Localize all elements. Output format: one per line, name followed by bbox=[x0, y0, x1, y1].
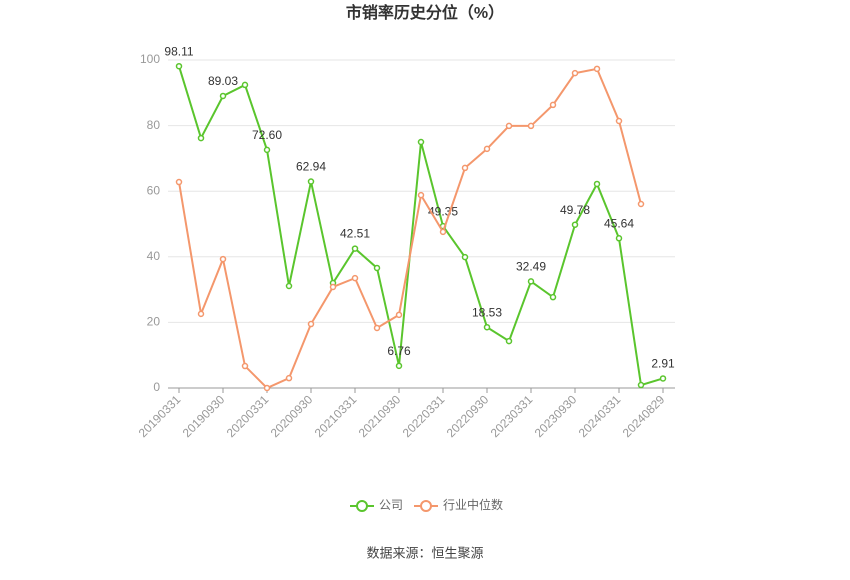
data-point bbox=[219, 92, 227, 100]
x-tick-label: 20190930 bbox=[180, 392, 228, 440]
x-tick-label: 20230331 bbox=[488, 392, 536, 440]
data-point bbox=[571, 69, 579, 77]
x-tick-label: 20240331 bbox=[576, 392, 624, 440]
y-tick-label: 20 bbox=[147, 315, 161, 329]
data-point bbox=[197, 134, 205, 142]
data-point bbox=[593, 180, 601, 188]
data-point bbox=[329, 283, 337, 291]
source: 数据来源：恒生聚源 bbox=[366, 545, 483, 560]
data-point bbox=[351, 245, 359, 252]
data-point bbox=[461, 164, 469, 172]
x-tick-label: 20240829 bbox=[620, 392, 668, 440]
series-line bbox=[178, 65, 664, 387]
data-point bbox=[197, 310, 205, 318]
legend-marker bbox=[420, 500, 432, 512]
x-tick-label: 20220930 bbox=[444, 392, 492, 440]
data-label: 6.76 bbox=[387, 344, 411, 358]
data-point bbox=[593, 65, 601, 73]
data-point bbox=[373, 324, 381, 332]
data-point bbox=[637, 200, 645, 208]
data-point bbox=[263, 146, 271, 154]
data-point bbox=[461, 253, 469, 261]
data-point bbox=[219, 255, 227, 263]
x-tick-label: 20210331 bbox=[312, 392, 360, 440]
data-point bbox=[351, 274, 359, 282]
data-point bbox=[175, 178, 183, 186]
data-point bbox=[505, 337, 513, 345]
data-point bbox=[285, 374, 293, 382]
y-tick-label: 40 bbox=[147, 249, 161, 263]
data-point bbox=[615, 235, 623, 242]
data-label: 62.94 bbox=[296, 160, 326, 174]
data-point bbox=[483, 145, 491, 153]
data-point bbox=[307, 320, 315, 328]
data-point bbox=[615, 117, 623, 125]
data-label: 32.49 bbox=[516, 260, 546, 274]
data-point bbox=[549, 101, 557, 109]
legend-marker bbox=[356, 500, 368, 512]
data-label: 45.64 bbox=[604, 216, 634, 230]
x-tick-label: 20200930 bbox=[268, 392, 316, 440]
data-point bbox=[417, 191, 425, 199]
x-tick-label: 20230930 bbox=[532, 392, 580, 440]
data-point bbox=[395, 311, 403, 319]
data-point bbox=[483, 323, 491, 331]
legend-label: 行业中位数 bbox=[443, 497, 503, 512]
data-point bbox=[659, 375, 667, 382]
y-tick-label: 0 bbox=[153, 380, 160, 394]
x-tick-label: 20220331 bbox=[400, 392, 448, 440]
data-label: 49.78 bbox=[560, 203, 590, 217]
x-tick-label: 20190331 bbox=[136, 392, 184, 440]
data-label: 18.53 bbox=[472, 305, 502, 319]
y-tick-label: 80 bbox=[147, 118, 161, 132]
y-tick-label: 100 bbox=[140, 52, 160, 66]
data-label: 42.51 bbox=[340, 227, 370, 241]
data-point bbox=[505, 122, 513, 130]
data-point bbox=[241, 362, 249, 370]
data-point bbox=[527, 122, 535, 130]
data-point bbox=[571, 221, 579, 228]
series-line bbox=[178, 67, 642, 390]
data-point bbox=[439, 228, 447, 236]
data-point bbox=[417, 138, 425, 146]
data-point bbox=[395, 362, 403, 370]
data-point bbox=[373, 264, 381, 272]
data-point bbox=[307, 178, 315, 185]
data-point bbox=[527, 278, 535, 285]
data-point bbox=[637, 381, 645, 389]
data-label: 72.60 bbox=[252, 128, 282, 142]
legend-label: 公司 bbox=[379, 498, 403, 512]
data-point bbox=[285, 282, 293, 290]
chart-title: 市销率历史分位（%） bbox=[346, 3, 504, 22]
data-label: 2.91 bbox=[651, 357, 675, 371]
data-point bbox=[263, 384, 271, 392]
data-label: 98.11 bbox=[164, 44, 193, 58]
data-point bbox=[549, 293, 557, 301]
data-point bbox=[175, 62, 183, 70]
data-point bbox=[241, 81, 249, 89]
x-tick-label: 20200331 bbox=[224, 392, 272, 440]
data-label: 89.03 bbox=[208, 74, 238, 88]
y-tick-label: 60 bbox=[147, 183, 161, 197]
x-tick-label: 20210930 bbox=[356, 392, 404, 440]
